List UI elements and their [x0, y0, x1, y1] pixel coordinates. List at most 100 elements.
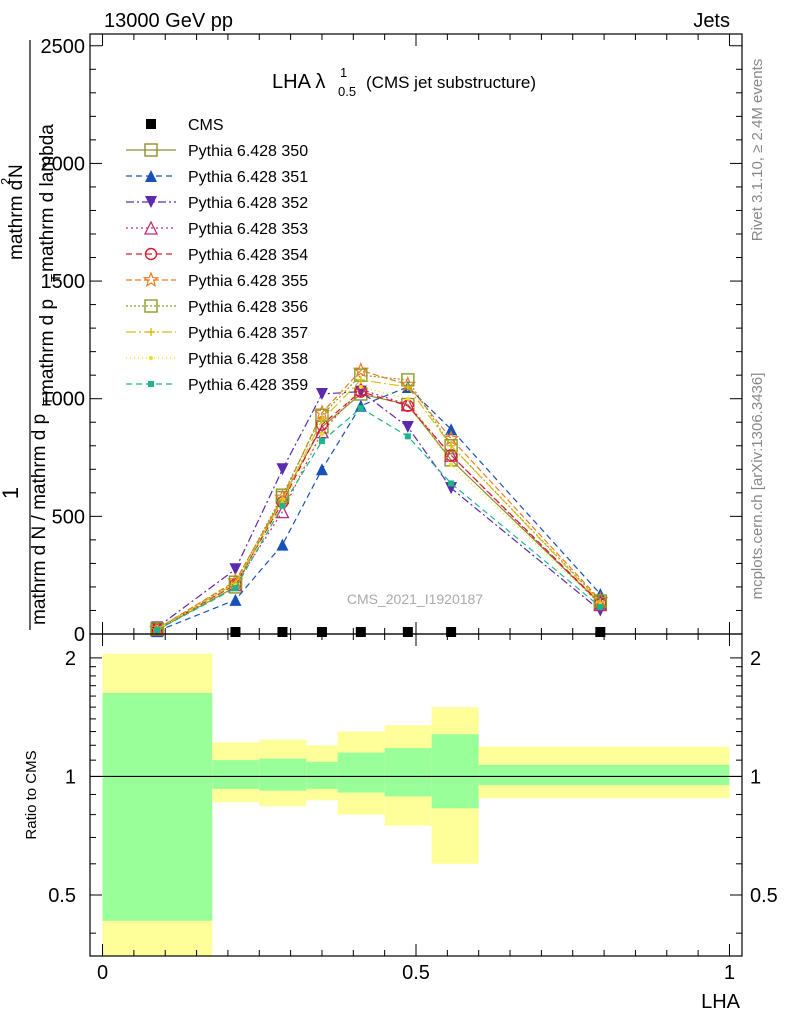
series-cms: [152, 627, 606, 637]
legend-marker: [144, 299, 158, 313]
ratio-x-axis: 0 0.5 1: [97, 634, 735, 984]
series-line: [156, 407, 601, 631]
series-line: [156, 390, 601, 630]
data-point: [229, 563, 242, 576]
watermark: CMS_2021_I1920187: [347, 591, 483, 607]
legend-label: Pythia 6.428 355: [188, 273, 308, 290]
main-y-tick-label: 0: [74, 624, 85, 646]
data-point: [358, 384, 363, 389]
legend-item: CMS: [146, 117, 224, 134]
data-point: [446, 627, 457, 637]
header-collision: 13000 GeV pp: [104, 10, 233, 32]
legend-item: Pythia 6.428 358: [126, 351, 308, 368]
data-point: [444, 439, 458, 453]
ratio-band-inner: [384, 748, 432, 797]
title-sup: 1: [340, 65, 347, 80]
legend-marker: [142, 271, 160, 288]
data-point: [276, 463, 289, 476]
data-point: [316, 627, 327, 637]
data-point: [352, 361, 370, 378]
data-point: [356, 375, 365, 384]
mcplots-label: mcplots.cern.ch [arXiv:1306.3436]: [749, 373, 766, 600]
main-y-axis: 0 500 1000 1500 2000 2500: [41, 36, 742, 646]
main-x-ticks: [102, 34, 730, 634]
legend-label: CMS: [188, 117, 224, 134]
data-point: [402, 627, 413, 637]
ratio-y-tick-label: 0.5: [48, 885, 76, 907]
data-point: [597, 603, 604, 610]
main-y-label: 1 mathrm d N / mathrm d p T mathrm d 2 N…: [0, 40, 63, 630]
legend-marker: [146, 119, 156, 129]
y-label-prefix: 1: [0, 487, 23, 499]
data-point: [229, 593, 242, 606]
main-panel: 0 500 1000 1500 2000 2500 LHA λ 1 0.5 (CMS je…: [41, 33, 743, 646]
data-point: [403, 382, 412, 391]
data-point: [154, 627, 161, 633]
legend-label: Pythia 6.428 356: [188, 299, 308, 316]
ratio-y-axis: 0.5 0.5 1 1 2 2: [48, 648, 778, 934]
legend-item: Pythia 6.428 356: [126, 299, 308, 316]
main-y-tick-label: 1500: [41, 271, 86, 293]
ratio-y-tick-label: 1: [65, 766, 76, 788]
y-label-lower-tail: mathrm d lambda: [37, 124, 58, 272]
ratio-panel: 0.5 0.51 12 2 0 0.5 1 Ratio to CMS LHA: [23, 633, 778, 1013]
legend-marker: [145, 170, 157, 182]
data-point: [445, 423, 458, 436]
legend-marker: [143, 220, 159, 235]
header-category: Jets: [693, 10, 730, 32]
series-p359: [154, 405, 604, 633]
ratio-bands: [102, 653, 730, 956]
title-note: (CMS jet substructure): [366, 73, 536, 92]
main-y-tick-label: 2500: [41, 36, 86, 58]
legend-item: Pythia 6.428 357: [126, 325, 308, 342]
data-point: [319, 432, 324, 436]
data-point: [353, 381, 368, 396]
legend-label: Pythia 6.428 359: [188, 377, 308, 394]
ratio-band-inner: [259, 758, 307, 791]
x-tick-label: 1: [724, 962, 735, 984]
data-point: [313, 404, 331, 420]
data-point: [277, 627, 288, 637]
y-label-num-tail: N: [6, 164, 27, 178]
main-y-tick-label: 500: [52, 506, 85, 528]
legend-label: Pythia 6.428 358: [188, 351, 308, 368]
legend-item: Pythia 6.428 352: [126, 195, 308, 212]
legend-marker: [145, 196, 157, 208]
data-point: [355, 627, 366, 637]
legend-marker: [149, 356, 153, 360]
legend: CMS Pythia 6.428 350 Pythia 6.428 351 Pythi…: [126, 117, 308, 394]
legend-item: Pythia 6.428 359: [126, 377, 308, 394]
data-point: [279, 502, 286, 509]
legend-label: Pythia 6.428 354: [188, 247, 308, 264]
ratio-band-inner: [212, 760, 260, 789]
legend-item: Pythia 6.428 351: [126, 169, 308, 186]
main-y-tick-label: 1000: [41, 389, 86, 411]
data-point: [230, 627, 241, 637]
series-line: [156, 369, 601, 630]
ratio-band-inner: [478, 764, 730, 786]
data-point: [405, 396, 410, 401]
legend-item: Pythia 6.428 354: [126, 247, 308, 264]
legend-item: Pythia 6.428 350: [126, 143, 308, 160]
data-point: [401, 420, 414, 433]
legend-marker: [144, 143, 158, 157]
legend-marker: [148, 381, 154, 387]
data-point: [595, 627, 606, 637]
legend-label: Pythia 6.428 350: [188, 143, 308, 160]
ratio-y-tick-label-right: 2: [750, 648, 761, 670]
main-series: [148, 361, 609, 638]
y-label-num-sup: 2: [0, 178, 13, 185]
data-point: [315, 388, 328, 400]
ratio-band-inner: [431, 734, 479, 809]
legend-item: Pythia 6.428 353: [126, 220, 308, 238]
data-point: [318, 438, 325, 445]
plot-title: LHA λ 1 0.5 (CMS jet substructure): [272, 65, 536, 99]
data-point: [315, 463, 328, 476]
y-label-lower: mathrm d p: [37, 299, 58, 395]
data-point: [317, 415, 326, 424]
data-point: [449, 462, 454, 467]
data-point: [232, 585, 239, 592]
y-label-lower-sub: T: [48, 274, 63, 282]
x-tick-label: 0: [97, 962, 108, 984]
